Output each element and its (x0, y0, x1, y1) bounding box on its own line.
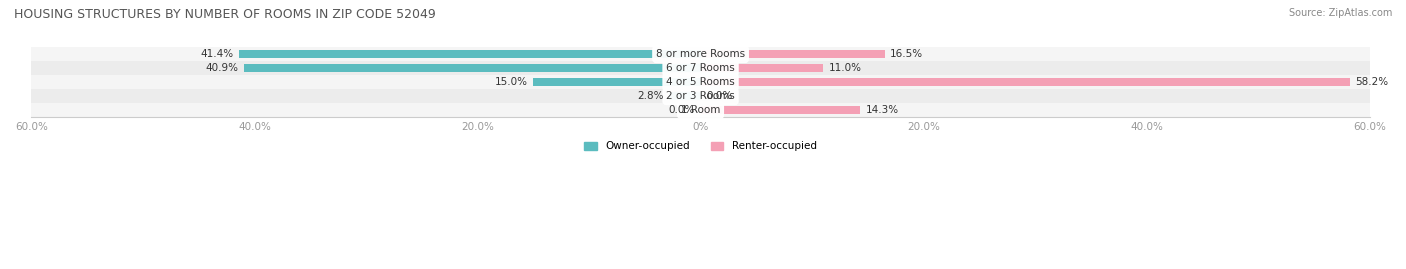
Bar (245, 65, 700, 72)
Text: 14.3%: 14.3% (866, 105, 898, 115)
Bar (239, 50, 700, 58)
Bar (700, 50, 884, 58)
Text: 0.0%: 0.0% (669, 105, 695, 115)
Text: 2 or 3 Rooms: 2 or 3 Rooms (666, 91, 735, 101)
Bar (700, 107, 860, 114)
Text: 0.0%: 0.0% (706, 91, 733, 101)
Text: 58.2%: 58.2% (1355, 77, 1388, 87)
Bar (31, 75, 1369, 89)
Text: HOUSING STRUCTURES BY NUMBER OF ROOMS IN ZIP CODE 52049: HOUSING STRUCTURES BY NUMBER OF ROOMS IN… (14, 8, 436, 21)
Text: 4 or 5 Rooms: 4 or 5 Rooms (666, 77, 735, 87)
Bar (31, 103, 1369, 117)
Bar (669, 93, 700, 100)
Text: 2.8%: 2.8% (637, 91, 664, 101)
Text: 8 or more Rooms: 8 or more Rooms (657, 49, 745, 59)
Text: 11.0%: 11.0% (828, 63, 862, 73)
Bar (31, 47, 1369, 61)
Text: 1 Room: 1 Room (681, 105, 720, 115)
Text: 40.9%: 40.9% (205, 63, 239, 73)
Text: 15.0%: 15.0% (495, 77, 527, 87)
Text: 6 or 7 Rooms: 6 or 7 Rooms (666, 63, 735, 73)
Bar (700, 65, 824, 72)
Bar (700, 79, 1350, 86)
Text: 41.4%: 41.4% (200, 49, 233, 59)
Text: Source: ZipAtlas.com: Source: ZipAtlas.com (1288, 8, 1392, 18)
Bar (31, 89, 1369, 103)
Bar (533, 79, 700, 86)
Text: 16.5%: 16.5% (890, 49, 924, 59)
Bar (31, 61, 1369, 75)
Legend: Owner-occupied, Renter-occupied: Owner-occupied, Renter-occupied (581, 137, 821, 155)
